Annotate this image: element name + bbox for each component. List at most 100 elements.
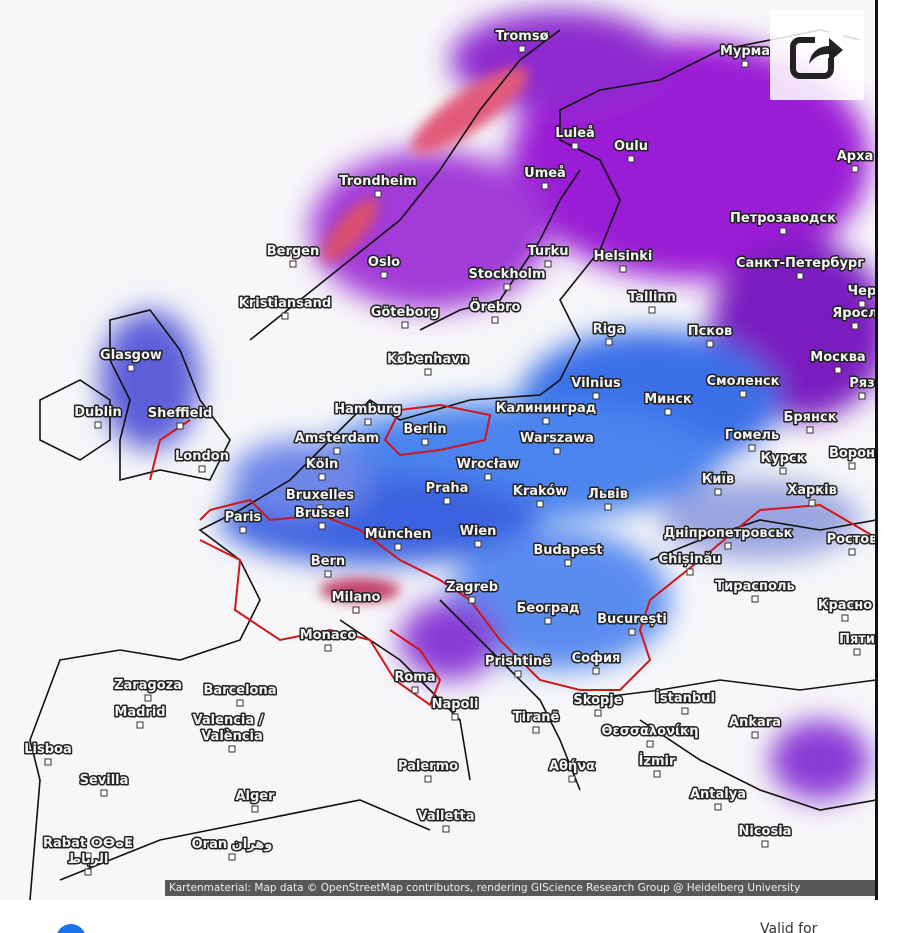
city-marker <box>648 306 656 314</box>
city-label: Wien <box>460 524 497 539</box>
city-marker <box>324 644 332 652</box>
city-marker <box>374 190 382 198</box>
share-icon <box>790 32 843 79</box>
city-label: Арха <box>837 149 874 164</box>
city-marker <box>542 417 550 425</box>
city-label: Roma <box>394 670 435 685</box>
city-label: Glasgow <box>100 348 162 363</box>
city-marker <box>443 497 451 505</box>
city-label: Мурма <box>720 44 770 59</box>
city-label: Milano <box>332 590 381 605</box>
city-label: Брянск <box>783 410 836 425</box>
city-marker <box>224 729 232 737</box>
city-marker <box>848 462 856 470</box>
city-marker <box>474 540 482 548</box>
city-marker <box>318 522 326 530</box>
city-label: Berlin <box>403 422 446 437</box>
city-label: Гомель <box>725 428 779 443</box>
city-marker <box>594 709 602 717</box>
city-marker <box>451 713 459 721</box>
city-marker <box>664 408 672 416</box>
city-label: Rabat ⵔⴱⴰⵟ <box>43 836 133 851</box>
city-label: Tromsø <box>496 29 549 44</box>
city-marker <box>84 868 92 876</box>
city-marker <box>84 852 92 860</box>
city-label: Palermo <box>398 759 458 774</box>
city-label: София <box>572 651 621 666</box>
city-marker <box>806 426 814 434</box>
city-label: İzmir <box>639 753 676 769</box>
city-marker <box>686 568 694 576</box>
city-label: Vilnius <box>571 376 621 391</box>
city-label: Valletta <box>417 809 474 824</box>
city-label: Sheffield <box>148 406 213 421</box>
city-marker <box>853 648 861 656</box>
city-marker <box>532 726 540 734</box>
city-marker <box>536 500 544 508</box>
city-marker <box>364 418 372 426</box>
city-label: Umeå <box>524 166 566 181</box>
city-label: Antalya <box>690 787 746 802</box>
snow-peaks <box>320 66 529 602</box>
city-marker <box>796 272 804 280</box>
city-label: Kraków <box>513 484 568 499</box>
city-label: Trondheim <box>339 174 416 189</box>
city-marker <box>514 670 522 678</box>
city-label: Hamburg <box>334 402 401 417</box>
map: Tromsø Мурма Luleå Oulu Арха Trondheim Umeå Пет… <box>22 10 876 900</box>
city-marker <box>239 526 247 534</box>
city-label: Яросл <box>832 306 876 321</box>
city-label: Красно <box>818 598 872 613</box>
city-label: Bern <box>311 554 345 569</box>
city-marker <box>779 227 787 235</box>
city-label: Oran وهران <box>192 837 273 852</box>
city-labels: Tromsø Мурма Luleå Oulu Арха Trondheim Umeå Пет… <box>23 28 876 876</box>
city-label: Санкт-Петербург <box>736 256 864 271</box>
city-marker <box>100 789 108 797</box>
city-marker <box>424 368 432 376</box>
city-marker <box>571 142 579 150</box>
city-label: İstanbul <box>655 690 715 706</box>
city-label: Kristiansand <box>239 296 331 311</box>
city-label: Αθήνα <box>549 759 595 774</box>
city-label: Stockholm <box>468 267 545 282</box>
city-marker <box>841 614 849 622</box>
city-label: Barcelona <box>203 683 276 698</box>
city-label: Псков <box>688 324 733 339</box>
city-marker <box>619 265 627 273</box>
city-marker <box>808 499 816 507</box>
city-label: Львів <box>588 487 628 502</box>
city-marker <box>751 595 759 603</box>
city-marker <box>627 155 635 163</box>
city-marker <box>592 392 600 400</box>
city-marker <box>228 745 236 753</box>
city-marker <box>144 694 152 702</box>
city-label: Prishtinë <box>485 654 551 669</box>
city-label: Luleå <box>555 126 595 141</box>
city-marker <box>236 699 244 707</box>
city-marker <box>858 300 866 308</box>
city-label: Tiranë <box>513 710 560 725</box>
city-marker <box>751 731 759 739</box>
city-label: Tallinn <box>628 290 676 305</box>
city-marker <box>421 438 429 446</box>
city-marker <box>564 559 572 567</box>
share-button[interactable] <box>770 10 864 100</box>
info-icon[interactable] <box>56 924 86 933</box>
city-marker <box>94 421 102 429</box>
city-label: Köln <box>306 457 339 472</box>
valid-for-label: Valid for <box>760 921 818 933</box>
city-marker <box>176 422 184 430</box>
city-marker <box>541 182 549 190</box>
city-label: Turku <box>527 244 568 259</box>
city-label: København <box>387 352 469 367</box>
city-marker <box>714 488 722 496</box>
city-marker <box>848 548 856 556</box>
city-marker <box>748 444 756 452</box>
city-marker <box>333 447 341 455</box>
city-label: الرباط <box>68 852 109 867</box>
city-marker <box>424 775 432 783</box>
city-marker <box>834 366 842 374</box>
city-label: Skopje <box>573 693 622 708</box>
